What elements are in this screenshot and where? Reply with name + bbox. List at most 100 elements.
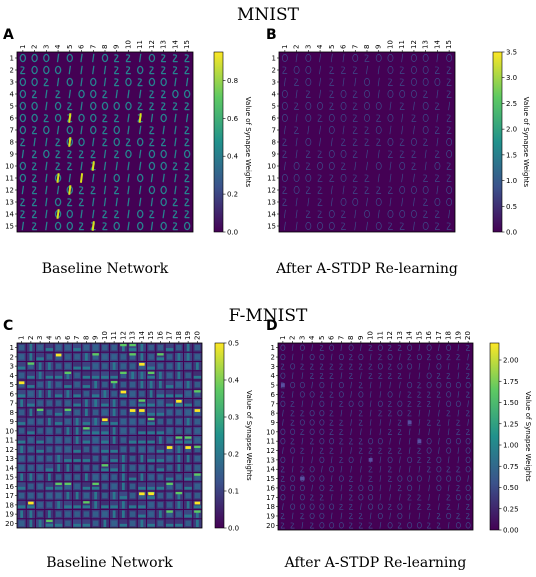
heatmap-cell [309,503,315,510]
heatmap-cell [31,90,37,99]
col-tick-label: 6 [78,44,86,49]
heatmap-cell [290,428,296,435]
heatmap-cell [31,210,37,219]
heatmap-cell [17,436,26,445]
heatmap-cell [389,484,391,492]
col-tick-label: 8 [347,336,355,340]
heatmap-cell [446,54,453,62]
heatmap-cell [281,54,288,62]
heatmap-cell [408,503,411,510]
heatmap-cell [82,371,91,380]
heatmap-cell [299,484,305,492]
heatmap-cell [91,389,100,398]
heatmap-cell [67,162,73,171]
heatmap-cell [31,174,37,183]
heatmap-cell [26,463,35,472]
heatmap-cell [100,454,109,463]
row-tick-label: 4 [271,372,276,380]
heatmap-cell [90,89,97,99]
heatmap-cell [377,363,383,370]
heatmap-cell [352,174,358,182]
colorbar-tick-label: 0.0 [506,229,517,237]
heatmap-frame [16,342,203,529]
heatmap-cell [319,89,321,99]
heatmap-cell [17,352,26,361]
heatmap-cell [280,522,285,529]
heatmap-cell [165,482,174,491]
heatmap-cell [418,428,421,436]
heatmap-cell [369,353,372,361]
heatmap-cell [349,363,354,370]
heatmap-cell [17,482,26,491]
heatmap-cell [165,343,174,352]
heatmap-cell [301,353,304,361]
heatmap-cell [407,354,412,361]
heatmap-cell [119,371,128,380]
heatmap-cell [358,382,363,389]
heatmap-cell [174,113,177,123]
heatmap-cell [119,399,128,408]
heatmap-cell [184,352,193,361]
heatmap-cell [174,519,183,528]
heatmap-cell [417,503,422,510]
heatmap-cell [119,463,128,472]
heatmap-cell [376,186,382,194]
heatmap-cell [360,475,362,482]
heatmap-cell [311,456,313,464]
heatmap-cell [119,362,128,371]
heatmap-cell [436,137,439,147]
heatmap-cell [156,510,165,519]
heatmap-cell [341,222,346,230]
heatmap-cell [280,428,286,435]
heatmap-cell [305,210,311,218]
heatmap-cell [147,500,156,509]
heatmap-cell [160,77,167,87]
heatmap-cell [82,362,91,371]
heatmap-cell [330,493,333,501]
heatmap-cell [127,161,130,171]
heatmap-cell [103,65,107,75]
heatmap-cell [378,354,383,361]
row-tick-label: 12 [5,187,14,195]
row-tick-label: 6 [10,390,15,398]
colorbar [489,342,500,531]
heatmap-cell [305,162,311,170]
heatmap-cell [368,503,374,510]
row-tick-label: 8 [10,409,14,417]
heatmap-cell [160,54,167,63]
heatmap-cell [36,482,45,491]
heatmap-cell [329,522,335,529]
heatmap-cell [311,447,313,454]
heatmap-cell [368,475,373,482]
heatmap-cell [184,389,193,398]
heatmap-cell [103,77,107,87]
heatmap-cell [411,54,417,62]
heatmap-cell [330,475,333,482]
heatmap-cell [54,408,63,417]
heatmap-cell [162,125,165,135]
heatmap-cell [388,372,393,379]
heatmap-cell [147,482,156,491]
heatmap-cell [55,150,61,159]
heatmap-cell [389,493,391,501]
col-tick-label: 18 [175,331,183,340]
colorbar-tick-label: 2.0 [506,126,517,134]
heatmap-cell [45,491,54,500]
heatmap-cell [113,66,120,75]
heatmap-cell [397,475,403,482]
heatmap-cell [172,198,178,207]
col-tick-label: 14 [138,331,146,340]
heatmap-cell [291,391,294,398]
heatmap-cell [82,380,91,389]
heatmap-cell [55,138,61,147]
heatmap-cell [113,101,120,111]
heatmap-cell [387,391,393,398]
heatmap-cell [465,438,471,445]
col-tick-label: 9 [92,336,100,340]
heatmap-cell [172,102,178,111]
heatmap-cell [399,150,405,158]
col-tick-label: 8 [363,45,371,49]
panel-caption: Baseline Network [42,261,169,277]
